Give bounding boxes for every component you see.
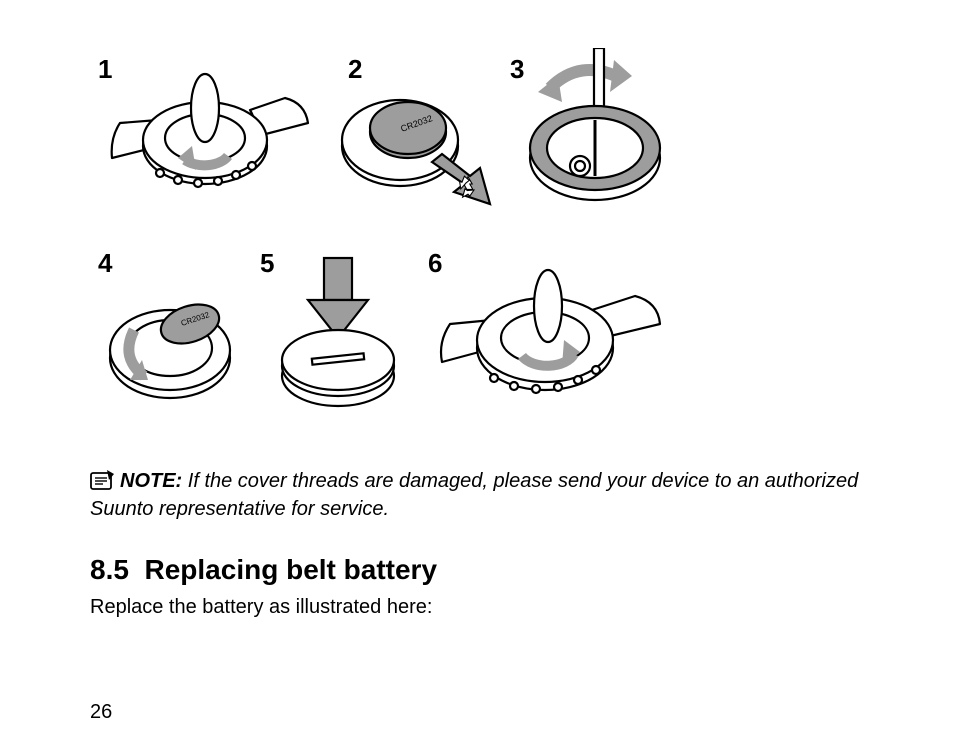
note-text: If the cover threads are damaged, please… <box>90 470 858 520</box>
section-heading: 8.5 Replacing belt battery <box>90 554 864 586</box>
step3-diagram <box>510 48 690 218</box>
note-block: NOTE: If the cover threads are damaged, … <box>90 468 864 522</box>
step5-diagram <box>258 248 418 418</box>
section-number: 8.5 <box>90 554 129 585</box>
step6-diagram <box>430 264 670 424</box>
step4-diagram: CR2032 <box>90 268 250 418</box>
section-title: Replacing belt battery <box>145 554 438 585</box>
step1-diagram <box>100 68 320 218</box>
step2-diagram: CR2032 <box>330 76 500 236</box>
note-label: NOTE: <box>120 470 182 492</box>
section-body: Replace the battery as illustrated here: <box>90 596 864 619</box>
note-icon <box>90 468 116 497</box>
page-number: 26 <box>90 701 112 724</box>
diagram-area: 1 2 3 4 5 6 <box>90 48 864 448</box>
